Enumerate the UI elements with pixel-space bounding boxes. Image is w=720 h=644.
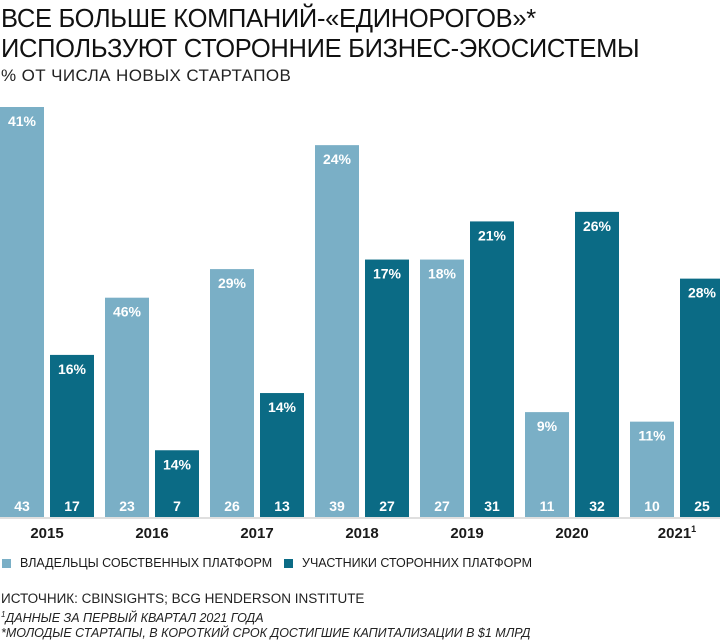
- bar-own-2021: [630, 421, 674, 517]
- x-tick-label-2016: 2016: [135, 525, 168, 542]
- bar-own-2015: [0, 107, 44, 517]
- legend: ВЛАДЕЛЬЦЫ СОБСТВЕННЫХ ПЛАТФОРМ УЧАСТНИКИ…: [0, 556, 720, 576]
- legend-label-own: ВЛАДЕЛЬЦЫ СОБСТВЕННЫХ ПЛАТФОРМ: [20, 556, 273, 570]
- percent-label-third-2015: 16%: [58, 361, 87, 377]
- bar-third-2020: [575, 211, 619, 517]
- chart-subtitle: % ОТ ЧИСЛА НОВЫХ СТАРТАПОВ: [1, 66, 292, 85]
- legend-swatch-own: [2, 558, 11, 568]
- count-label-own-2015: 43: [14, 498, 30, 514]
- percent-label-third-2017: 14%: [268, 399, 297, 415]
- x-tick-label-2015: 2015: [30, 525, 63, 542]
- percent-label-own-2017: 29%: [218, 275, 247, 291]
- legend-swatch-third: [284, 558, 293, 568]
- bar-own-2018: [315, 145, 359, 518]
- count-label-own-2018: 39: [329, 498, 345, 514]
- count-label-own-2016: 23: [119, 498, 135, 514]
- bar-own-2016: [105, 297, 149, 517]
- x-tick-label-2017: 2017: [240, 525, 273, 542]
- x-tick-label-2018: 2018: [345, 525, 378, 542]
- count-label-third-2016: 7: [173, 498, 181, 514]
- bar-third-2021: [680, 278, 720, 517]
- chart-title-line-1: ВСЕ БОЛЬШЕ КОМПАНИЙ-«ЕДИНОРОГОВ»*: [1, 5, 536, 33]
- count-label-third-2015: 17: [64, 498, 80, 514]
- source-note: ИСТОЧНИК: CBINSIGHTS; BCG HENDERSON INST…: [1, 591, 365, 606]
- percent-label-third-2021: 28%: [688, 285, 717, 301]
- percent-label-own-2018: 24%: [323, 151, 352, 167]
- percent-label-own-2015: 41%: [8, 113, 37, 129]
- x-tick-label-2020: 2020: [555, 525, 588, 542]
- x-tick-label-2021: 20211: [658, 524, 696, 542]
- count-label-third-2017: 13: [274, 498, 290, 514]
- chart-title-line-2: ИСПОЛЬЗУЮТ СТОРОННИЕ БИЗНЕС-ЭКОСИСТЕМЫ: [1, 35, 640, 63]
- bar-third-2017: [260, 393, 304, 517]
- count-label-third-2020: 32: [589, 498, 605, 514]
- footnote-2: *МОЛОДЫЕ СТАРТАПЫ, В КОРОТКИЙ СРОК ДОСТИ…: [1, 626, 531, 640]
- count-label-third-2021: 25: [694, 498, 710, 514]
- count-label-own-2017: 26: [224, 498, 240, 514]
- footnote-1: 1ДАННЫЕ ЗА ПЕРВЫЙ КВАРТАЛ 2021 ГОДА: [1, 609, 264, 625]
- bar-own-2020: [525, 412, 569, 517]
- percent-label-third-2018: 17%: [373, 266, 402, 282]
- bar-third-2016: [155, 450, 199, 517]
- count-label-third-2018: 27: [379, 498, 395, 514]
- chart-title: ВСЕ БОЛЬШЕ КОМПАНИЙ-«ЕДИНОРОГОВ»* ИСПОЛЬ…: [1, 4, 716, 64]
- bar-third-2019: [470, 221, 514, 517]
- bar-third-2015: [50, 354, 94, 517]
- legend-label-third: УЧАСТНИКИ СТОРОННИХ ПЛАТФОРМ: [302, 556, 532, 570]
- count-label-own-2019: 27: [434, 498, 450, 514]
- percent-label-own-2020: 9%: [537, 418, 558, 434]
- bar-own-2017: [210, 269, 254, 517]
- count-label-third-2019: 31: [484, 498, 500, 514]
- percent-label-own-2019: 18%: [428, 266, 457, 282]
- x-tick-label-2019: 2019: [450, 525, 483, 542]
- bar-third-2018: [365, 259, 409, 517]
- footnote-1-text: ДАННЫЕ ЗА ПЕРВЫЙ КВАРТАЛ 2021 ГОДА: [5, 611, 264, 625]
- legend-item-own-platforms: ВЛАДЕЛЬЦЫ СОБСТВЕННЫХ ПЛАТФОРМ: [2, 556, 272, 570]
- count-label-own-2020: 11: [540, 498, 555, 514]
- count-label-own-2021: 10: [644, 498, 660, 514]
- bar-own-2019: [420, 259, 464, 517]
- percent-label-own-2016: 46%: [113, 304, 142, 320]
- percent-label-own-2021: 11%: [638, 428, 666, 444]
- x-tick-superscript-2021: 1: [691, 524, 696, 534]
- percent-label-third-2019: 21%: [478, 227, 507, 243]
- footnote-1-mark: 1: [1, 609, 6, 619]
- percent-label-third-2016: 14%: [163, 456, 192, 472]
- percent-label-third-2020: 26%: [583, 218, 612, 234]
- legend-item-third-party-platforms: УЧАСТНИКИ СТОРОННИХ ПЛАТФОРМ: [284, 556, 532, 570]
